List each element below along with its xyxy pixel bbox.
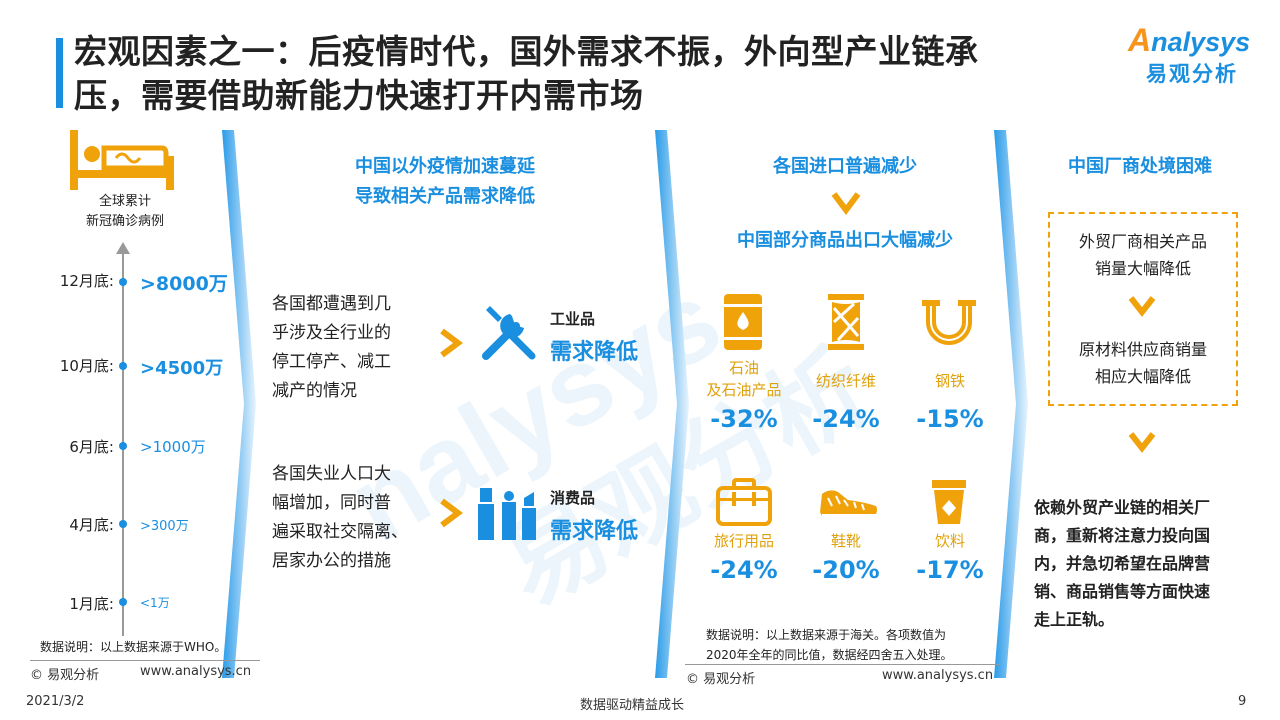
title-accent-bar [56, 38, 63, 108]
middle-heading: 中国以外疫情加速蔓延 导致相关产品需求降低 [355, 156, 535, 207]
horseshoe-icon [922, 300, 976, 345]
cosmetics-icon [478, 488, 536, 540]
footer-divider-left [30, 660, 260, 661]
timeline-label-jun: 6月底: [69, 438, 114, 456]
category-consumer-demand: 需求降低 [550, 519, 639, 544]
page-title: 宏观因素之一：后疫情时代，国外需求不振，外向型产业链承 压，需要借助新能力快速打… [74, 30, 1124, 118]
product-shoes-name: 鞋靴 [830, 532, 861, 550]
footer-copyright-left: © 易观分析 [30, 668, 100, 683]
impact-box-text2: 原材料供应商销量 相应大幅降低 [1078, 340, 1207, 386]
timeline-value-jan: <1万 [140, 596, 170, 610]
footer-copyright-right: © 易观分析 [686, 672, 756, 687]
timeline-value-apr: >300万 [140, 519, 189, 534]
left-data-note: 数据说明：以上数据来源于WHO。 [40, 640, 227, 654]
timeline-label-oct: 10月底: [59, 357, 114, 375]
timeline-value-oct: >4500万 [140, 358, 224, 379]
suitcase-icon [716, 478, 772, 526]
oil-barrel-icon [724, 294, 762, 350]
product-travel-pct: -24% [710, 556, 778, 584]
timeline-label-apr: 4月底: [69, 516, 114, 534]
analysys-logo: Analysys [1128, 22, 1251, 58]
product-drinks-pct: -17% [916, 556, 984, 584]
conclusion-text: 依赖外贸产业链的相关厂 商，重新将注意力投向国 内，并急切希望在品牌营 销、商品… [1034, 498, 1211, 629]
chevron-down-icon [831, 192, 861, 215]
footer-date: 2021/3/2 [26, 694, 85, 709]
page-number: 9 [1238, 694, 1247, 709]
analysys-logo-cn: 易观分析 [1146, 62, 1238, 86]
chevron-down-icon [1128, 432, 1156, 453]
product-textile-pct: -24% [812, 405, 880, 433]
hospital-bed-icon [70, 130, 174, 190]
category-consumer-label: 消费品 [550, 489, 596, 507]
page-title-line1: 宏观因素之一：后疫情时代，国外需求不振，外向型产业链承 [74, 32, 979, 71]
product-shoes-pct: -20% [812, 556, 880, 584]
timeline-label-dec: 12月底: [59, 272, 114, 290]
tools-icon [482, 306, 536, 360]
right-heading: 中国厂商处境困难 [1068, 156, 1212, 177]
timeline-value-jun: >1000万 [140, 438, 206, 456]
category-industrial-label: 工业品 [550, 310, 596, 328]
separator-chevron-1 [222, 130, 256, 678]
product-travel-name: 旅行用品 [713, 532, 774, 550]
timeline-dot [119, 520, 127, 528]
left-icon-label: 全球累计 新冠确诊病例 [85, 194, 164, 229]
product-textile-name: 纺织纤维 [815, 372, 876, 390]
product-drinks-name: 饮料 [934, 532, 965, 550]
middle-block2-text: 各国失业人口大 幅增加，同时普 遍采取社交隔离、 居家办公的措施 [272, 464, 408, 571]
product-oil-pct: -32% [710, 405, 778, 433]
footer-slogan: 数据驱动精益成长 [580, 698, 685, 713]
impact-box-text1: 外贸厂商相关产品 销量大幅降低 [1078, 232, 1207, 278]
product-oil-name: 石油 及石油产品 [706, 359, 782, 399]
timeline-dot [119, 362, 127, 370]
timeline-value-dec: >8000万 [140, 273, 228, 295]
middle-block1-text: 各国都遭遇到几 乎涉及全行业的 停工停产、减工 减产的情况 [272, 294, 391, 401]
timeline-dot [119, 278, 127, 286]
imports-heading: 各国进口普遍减少 [773, 156, 917, 177]
timeline-arrow-icon [116, 242, 130, 254]
cup-icon [932, 480, 966, 524]
product-steel-pct: -15% [916, 405, 984, 433]
footer-url-left: www.analysys.cn [140, 664, 252, 679]
separator-chevron-3 [994, 130, 1028, 678]
page-title-line2: 压，需要借助新能力快速打开内需市场 [74, 76, 644, 115]
category-industrial-demand: 需求降低 [550, 340, 639, 365]
footer-url-right: www.analysys.cn [882, 668, 994, 683]
sneaker-icon [820, 490, 877, 517]
chevron-right-icon [440, 328, 463, 358]
timeline-dot [119, 598, 127, 606]
footer-divider-right [685, 664, 1000, 665]
impact-box [1048, 212, 1238, 406]
product-steel-name: 钢铁 [934, 372, 965, 390]
imports-data-note: 数据说明：以上数据来源于海关。各项数值为 2020年全年的同比值，数据经四舍五入… [706, 628, 953, 662]
timeline-dot [119, 442, 127, 450]
separator-chevron-2 [655, 130, 689, 678]
timeline-label-jan: 1月底: [69, 595, 114, 613]
imports-subheading: 中国部分商品出口大幅减少 [737, 230, 953, 251]
chevron-right-icon [440, 498, 463, 528]
yarn-icon [828, 294, 864, 350]
chevron-down-icon [1128, 296, 1156, 317]
